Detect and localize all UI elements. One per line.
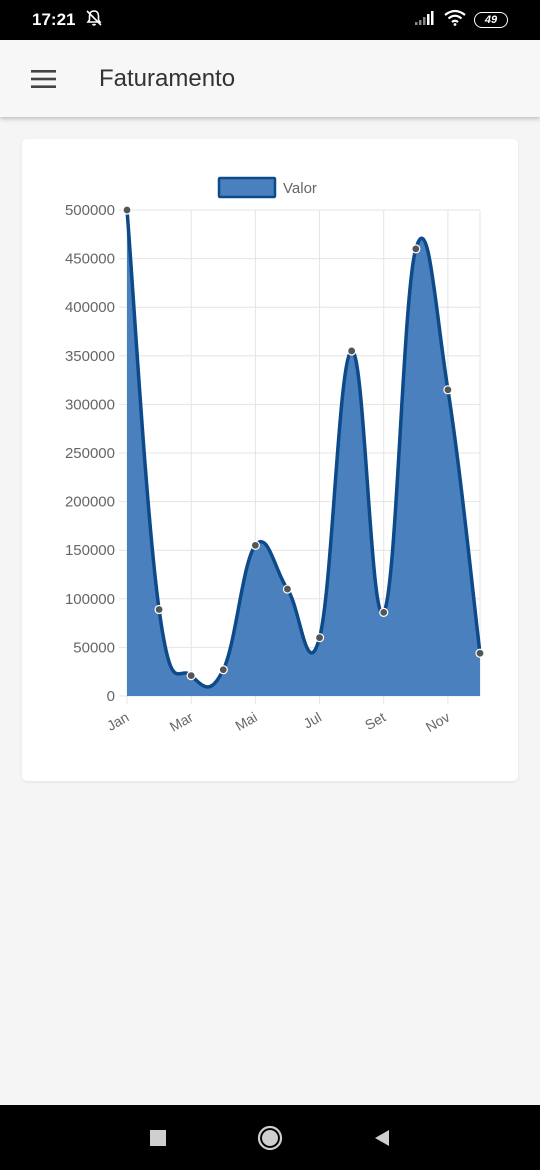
battery-icon: 49 [474,12,508,28]
recents-square-icon[interactable] [102,1105,214,1170]
legend-label[interactable]: Valor [283,180,317,197]
y-tick-label: 250000 [65,445,115,462]
data-point[interactable] [475,648,485,658]
y-tick-label: 0 [107,688,115,705]
wifi-icon [444,9,466,31]
back-triangle-icon[interactable] [326,1105,438,1170]
series-line [125,209,482,689]
x-tick-label: Jul [301,709,325,732]
x-tick-label: Mai [232,709,260,734]
data-point[interactable] [122,205,132,215]
x-tick-label: Mar [167,709,196,735]
data-point[interactable] [250,540,260,550]
signal-icon [414,10,436,31]
data-point[interactable] [411,244,421,254]
data-point[interactable] [282,584,293,594]
y-tick-label: 350000 [65,348,115,365]
y-tick-label: 450000 [65,251,115,268]
data-point[interactable] [443,385,453,395]
legend-swatch[interactable] [217,176,277,199]
data-point[interactable] [347,346,357,356]
data-point[interactable] [218,665,228,675]
app-bar: Faturamento [0,40,540,117]
y-tick-label: 300000 [65,396,115,413]
status-bar: 17:21 49 [0,0,540,40]
data-point[interactable] [314,633,325,643]
chart-card: 500000 450000 400000 350000 300000 250000 2000… [22,139,518,781]
y-tick-label: 500000 [65,202,115,219]
revenue-chart: 5000004500004000003500003000002500002000… [65,176,485,735]
bell-off-icon [85,9,103,32]
x-tick-label: Jan [104,709,132,734]
system-nav-bar [0,1105,540,1170]
page-title: Faturamento [99,64,236,92]
hamburger-menu-icon[interactable] [14,49,74,109]
home-circle-icon[interactable] [214,1105,326,1170]
y-tick-label: 50000 [73,639,115,656]
status-time: 17:21 [32,10,76,29]
y-tick-label: 400000 [65,299,115,316]
data-point[interactable] [186,670,196,681]
x-tick-label: Nov [423,709,453,735]
data-point[interactable] [154,604,164,615]
y-tick-label: 100000 [65,591,115,608]
y-tick-label: 150000 [65,542,115,559]
x-tick-label: Set [362,709,388,733]
y-tick-label: 200000 [65,494,115,511]
data-point[interactable] [379,607,389,618]
